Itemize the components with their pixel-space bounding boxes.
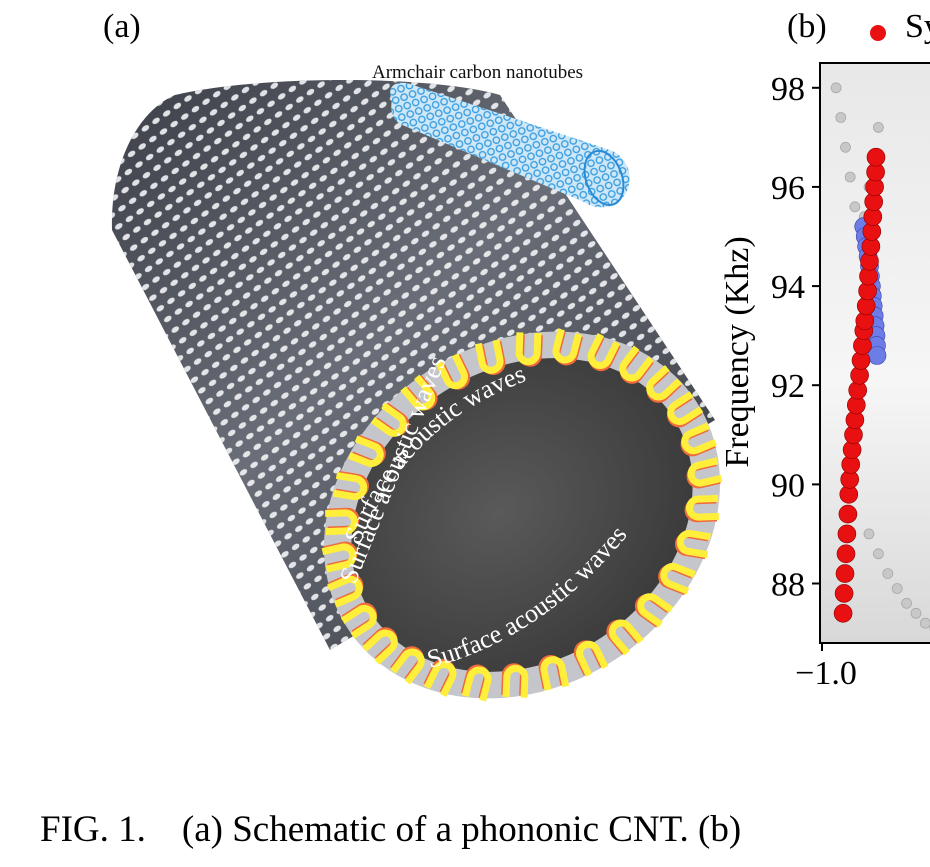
armchair-nanotube-inset: Armchair carbon nanotubes: [372, 62, 630, 208]
y-tick-label: 90: [771, 467, 805, 504]
figure-caption: FIG. 1. (a) Schematic of a phononic CNT. …: [40, 808, 741, 851]
data-point: [901, 597, 912, 609]
wave-pillar: [332, 470, 369, 501]
wave-pillar: [667, 391, 704, 428]
wave-pillar: [348, 434, 386, 467]
wave-pillar: [634, 593, 674, 628]
inset-tube-end: [583, 149, 625, 207]
wave-pillar: [606, 619, 644, 656]
wave-pillar: [400, 374, 438, 411]
data-point: [891, 583, 903, 594]
data-point: [830, 82, 842, 94]
wave-pillar: [423, 658, 457, 697]
phonon-band-plot: 88 90 92 94 96 98 −1.0 Frequency (Khz): [719, 25, 930, 692]
wave-pillar: [370, 402, 410, 437]
data-point: [837, 524, 857, 544]
data-point: [910, 607, 922, 619]
wave-pillar: [515, 332, 543, 367]
data-point: [849, 201, 861, 213]
wave-pillar: [474, 339, 506, 375]
y-tick-label: 88: [771, 567, 805, 604]
wave-pillar: [619, 345, 654, 384]
y-tick-label: 98: [771, 71, 805, 108]
wave-pillar: [325, 507, 360, 536]
wave-pillar: [501, 663, 529, 698]
data-point: [863, 528, 875, 540]
caption-text: (a) Schematic of a phononic CNT. (b): [181, 809, 742, 850]
wave-pillar: [675, 529, 712, 560]
wave-pillar: [362, 627, 398, 665]
data-point: [873, 548, 884, 560]
wave-pillar: [435, 353, 471, 390]
y-axis-label: Frequency (Khz): [719, 236, 756, 467]
wave-pillar: [646, 365, 682, 403]
y-tick-label: 94: [771, 269, 805, 306]
tube-end-face: [351, 358, 693, 672]
nanotube-illustration: [111, 80, 723, 702]
data-point: [833, 603, 853, 623]
data-point: [835, 112, 847, 123]
wave-pillar: [686, 457, 723, 489]
wave-pillar: [390, 646, 425, 685]
data-point: [920, 617, 930, 629]
caption-number: FIG. 1.: [40, 809, 146, 850]
wave-pillar: [340, 602, 377, 639]
wave-pillar: [321, 541, 358, 573]
wave-pillar: [552, 328, 584, 366]
wave-pillar: [460, 664, 492, 702]
legend-marker: [870, 25, 886, 41]
wave-pillar: [680, 422, 717, 457]
data-point: [836, 544, 856, 564]
data-point: [866, 147, 886, 167]
data-point: [882, 568, 894, 579]
wave-pillar: [573, 640, 609, 677]
wave-pillar: [684, 494, 719, 523]
panel-label-a: (a): [103, 8, 141, 45]
legend-text: Sy: [905, 8, 930, 45]
data-point: [834, 584, 854, 603]
data-point: [838, 504, 858, 524]
wave-pillar: [658, 563, 696, 596]
inset-title: Armchair carbon nanotubes: [372, 62, 583, 83]
wave-pillar: [587, 333, 621, 372]
y-tick-label: 92: [771, 368, 805, 405]
data-point: [873, 122, 884, 133]
wave-pillar: [327, 573, 364, 608]
panel-label-b: (b): [787, 8, 827, 45]
data-point: [835, 564, 855, 583]
y-tick-label: 96: [771, 170, 805, 207]
data-point: [840, 141, 851, 153]
x-tick-label: −1.0: [795, 655, 857, 692]
data-point: [844, 171, 856, 183]
surface-wave-pillars: [321, 328, 723, 702]
wave-pillar: [538, 655, 570, 691]
